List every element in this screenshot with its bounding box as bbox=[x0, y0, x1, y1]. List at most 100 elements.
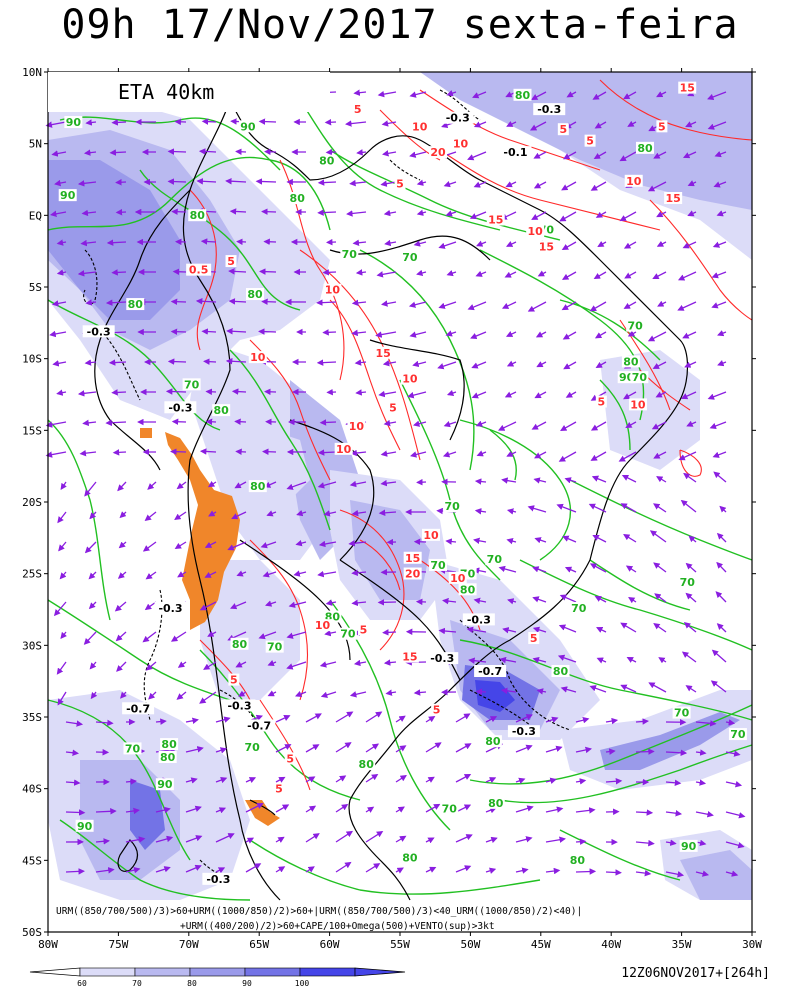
wind-arrow bbox=[407, 391, 427, 399]
map-title: 09h 17/Nov/2017 sexta-feira bbox=[61, 2, 739, 48]
wind-arrow bbox=[590, 181, 607, 191]
humidity-contour-label: 70 bbox=[730, 728, 746, 741]
wind-arrow bbox=[351, 569, 367, 577]
wind-arrow bbox=[229, 208, 247, 215]
cape-contour-label-bg bbox=[394, 177, 406, 190]
humidity-contour-label: 80 bbox=[488, 797, 504, 810]
cape-contour-label-bg bbox=[374, 346, 393, 359]
wind-arrow bbox=[174, 511, 187, 521]
humidity-contour-label-bg bbox=[513, 88, 532, 101]
wind-arrow bbox=[305, 866, 315, 873]
wind-arrow bbox=[84, 359, 97, 366]
wind-arrow bbox=[318, 540, 337, 548]
wind-arrow bbox=[683, 621, 697, 633]
wind-arrow bbox=[349, 179, 367, 187]
cape-contour-label-bg bbox=[323, 283, 342, 296]
wind-arrow bbox=[167, 178, 187, 185]
cape-contour-label-bg bbox=[403, 551, 422, 564]
cape-contour-label-bg bbox=[186, 263, 212, 276]
lat-tick-label: 10S bbox=[22, 353, 42, 366]
omega-contour-label-bg bbox=[499, 146, 532, 159]
wind-arrow bbox=[258, 631, 277, 640]
humidity-contour-label: 70 bbox=[342, 248, 358, 261]
wind-arrow bbox=[605, 717, 619, 725]
wind-arrow bbox=[563, 361, 577, 370]
cape-contour-label-bg bbox=[431, 703, 443, 716]
wind-arrow bbox=[176, 481, 187, 490]
omega-contour-label: -0.7 bbox=[126, 702, 150, 715]
omega-contour-label: -0.3 bbox=[446, 112, 470, 125]
humidity-contour-label-bg bbox=[728, 728, 747, 741]
wind-arrow bbox=[185, 864, 202, 873]
wind-arrow bbox=[200, 238, 217, 245]
wind-arrow bbox=[225, 358, 247, 365]
wind-arrow bbox=[485, 716, 498, 723]
omega-contour-label: -0.3 bbox=[467, 613, 491, 626]
wind-arrow bbox=[275, 744, 292, 753]
wind-arrow bbox=[655, 391, 667, 398]
omega-contour-label-bg bbox=[474, 665, 507, 677]
cape-contour-label: 15 bbox=[375, 347, 390, 360]
humidity-contour-label: 70 bbox=[245, 741, 261, 754]
lat-tick-label: 20S bbox=[22, 496, 42, 509]
humidity-contour-label-bg bbox=[182, 378, 201, 391]
wind-arrow bbox=[534, 391, 547, 399]
humidity-contour-label-bg bbox=[672, 706, 691, 719]
colorbar-label: 90 bbox=[242, 979, 252, 988]
wind-arrow bbox=[589, 301, 607, 312]
wind-arrow bbox=[125, 836, 146, 843]
cape-contour-label-bg bbox=[448, 571, 467, 584]
wind-arrow bbox=[53, 601, 67, 617]
humidity-contour-label: 90 bbox=[681, 840, 697, 853]
cape-contour-label-bg bbox=[678, 81, 697, 94]
cape-contour-label: 5 bbox=[275, 783, 283, 796]
wind-arrow bbox=[231, 388, 247, 395]
wind-arrow bbox=[408, 301, 427, 308]
wind-arrow bbox=[170, 631, 187, 642]
wind-arrow bbox=[260, 541, 277, 549]
humidity-contour-label: 80 bbox=[290, 192, 306, 205]
wind-arrow bbox=[57, 691, 67, 706]
wind-arrow bbox=[108, 359, 127, 366]
humidity-contour-label-bg bbox=[440, 802, 459, 815]
colorbar-swatch bbox=[299, 967, 356, 977]
wind-arrow bbox=[475, 688, 487, 696]
wind-arrow bbox=[686, 420, 697, 427]
lon-tick-label: 75W bbox=[108, 938, 128, 951]
wind-arrow bbox=[593, 151, 607, 160]
wind-arrow bbox=[90, 691, 98, 700]
cape-contour-label-bg bbox=[225, 255, 237, 268]
cape-contour-label: 20 bbox=[405, 568, 421, 581]
wind-arrow bbox=[322, 329, 337, 336]
wind-arrow bbox=[683, 472, 697, 483]
wind-arrow bbox=[155, 835, 174, 843]
humidity-contour-label-bg bbox=[569, 601, 588, 614]
wind-arrow bbox=[545, 806, 564, 813]
cape-contour-label: 5 bbox=[559, 123, 567, 136]
wind-arrow bbox=[356, 149, 367, 156]
wind-arrow bbox=[120, 691, 127, 699]
humidity-contour-label-bg bbox=[158, 751, 177, 763]
wind-arrow bbox=[125, 778, 138, 785]
wind-arrow bbox=[618, 451, 637, 462]
cape-contour-label: 5 bbox=[389, 401, 397, 414]
cape-contour-label: 10 bbox=[528, 225, 544, 238]
cape-contour-label-bg bbox=[557, 123, 569, 136]
cape-contour-label-bg bbox=[352, 103, 364, 116]
wind-arrow bbox=[352, 239, 367, 246]
humidity-contour-label: 80 bbox=[485, 735, 501, 748]
wind-arrow bbox=[65, 749, 79, 756]
wind-arrow bbox=[635, 748, 655, 755]
omega-contour-label: -0.3 bbox=[430, 652, 454, 665]
wind-arrow bbox=[533, 477, 547, 484]
wind-arrow bbox=[684, 361, 697, 368]
cape-contour-label: 5 bbox=[227, 255, 235, 268]
wind-arrow bbox=[506, 360, 517, 367]
wind-arrow bbox=[557, 654, 577, 663]
wind-arrow bbox=[653, 451, 667, 459]
wind-arrow bbox=[665, 810, 683, 817]
humidity-contour-label-bg bbox=[265, 640, 284, 653]
wind-arrow bbox=[506, 241, 517, 247]
wind-arrow bbox=[438, 627, 457, 635]
wind-arrow bbox=[380, 450, 397, 457]
